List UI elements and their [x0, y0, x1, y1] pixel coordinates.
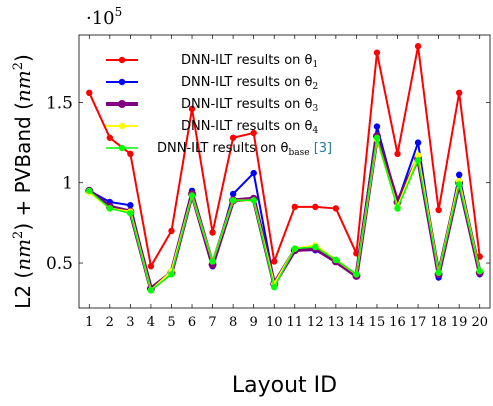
data-point [455, 181, 463, 188]
data-point [476, 267, 483, 275]
series-base [86, 134, 483, 294]
legend-swatch-marker [118, 56, 126, 64]
data-point [147, 287, 155, 294]
data-point [414, 139, 422, 146]
data-point [86, 89, 93, 97]
data-point [394, 150, 401, 158]
data-point [291, 245, 298, 252]
x-tick-label: 8 [229, 315, 237, 330]
data-point [332, 205, 340, 212]
y-tick-label: 1 [62, 174, 73, 194]
series-lines [85, 43, 484, 294]
x-tick-label: 13 [328, 315, 345, 330]
data-point [414, 152, 422, 159]
x-tick-label: 2 [106, 315, 114, 330]
legend-swatch-marker [118, 78, 126, 86]
series-line [88, 45, 481, 268]
data-point [250, 129, 257, 137]
data-point [127, 150, 134, 158]
data-point [291, 203, 298, 211]
data-point [250, 197, 257, 204]
x-tick-label: 1 [85, 315, 93, 330]
x-tick-label: 7 [208, 315, 216, 330]
data-point [188, 105, 196, 113]
legend-entry: DNN-ILT results on θ3 [181, 97, 318, 114]
y-axis-label: L2 (nm2) + PVBand (nm2) [11, 54, 35, 309]
data-point [271, 258, 278, 265]
series-1 [86, 43, 483, 270]
x-tick-label: 4 [147, 315, 155, 330]
data-point [414, 157, 422, 164]
data-point [168, 271, 175, 278]
data-point [106, 134, 114, 141]
legend-entry: DNN-ILT results on θ4 [181, 119, 318, 136]
x-tick-label: 17 [410, 315, 427, 330]
y-tick-label: 1.5 [46, 93, 73, 113]
legend-swatch-marker [118, 122, 126, 130]
data-point [209, 258, 216, 265]
x-tick-label: 10 [266, 315, 283, 330]
axis-labels: ·105 Layout ID L2 (nm2) + PVBand (nm2) [11, 5, 337, 398]
x-tick-label: 3 [126, 315, 134, 330]
data-point [106, 205, 114, 212]
data-point [271, 283, 278, 291]
legend-swatch-marker [118, 100, 126, 108]
legend: DNN-ILT results on θ1 DNN-ILT results on … [106, 53, 332, 158]
legend-swatch-marker [118, 144, 126, 152]
x-tick-label: 9 [250, 315, 258, 330]
data-point [414, 43, 422, 50]
data-point [127, 210, 134, 217]
data-point [373, 134, 381, 141]
data-point [312, 203, 319, 211]
x-axis-label: Layout ID [232, 373, 337, 398]
data-point [455, 89, 463, 97]
data-point [127, 202, 134, 209]
x-tick-label: 5 [167, 315, 175, 330]
data-point [373, 49, 381, 56]
data-point [435, 206, 442, 214]
data-point [229, 197, 237, 204]
series-line [88, 137, 481, 292]
x-tick-label: 15 [369, 315, 386, 330]
plot-frame [78, 34, 491, 309]
x-tick-label: 19 [451, 315, 468, 330]
data-point [455, 171, 463, 178]
data-point [168, 227, 175, 235]
data-point [229, 134, 237, 141]
x-tick-label: 16 [389, 315, 406, 330]
axes: 1 2 3 4 5 6 7 8 9 10 11 12 13 14 15 16 17 18 19 200.511.5 [46, 34, 491, 330]
data-point [86, 187, 93, 194]
x-tick-label: 6 [188, 315, 196, 330]
data-point [250, 169, 257, 177]
legend-entry: DNN-ILT results on θbase [3] [157, 141, 332, 158]
legend-entry: DNN-ILT results on θ2 [181, 75, 318, 92]
data-point [209, 229, 216, 236]
data-point [312, 243, 319, 251]
x-tick-label: 11 [287, 315, 304, 330]
data-point [353, 271, 360, 278]
data-point [229, 190, 237, 198]
data-point [394, 205, 401, 212]
x-tick-label: 12 [307, 315, 324, 330]
data-point [147, 263, 155, 270]
legend-entry: DNN-ILT results on θ1 [181, 53, 318, 70]
data-point [332, 256, 340, 264]
y-tick-label: 0.5 [46, 254, 73, 274]
x-tick-label: 18 [430, 315, 447, 330]
y-scale-factor: ·105 [86, 5, 122, 29]
x-tick-label: 20 [471, 315, 488, 330]
x-tick-label: 14 [348, 315, 365, 330]
data-point [373, 123, 381, 130]
data-point [435, 269, 442, 276]
data-point [188, 192, 196, 199]
